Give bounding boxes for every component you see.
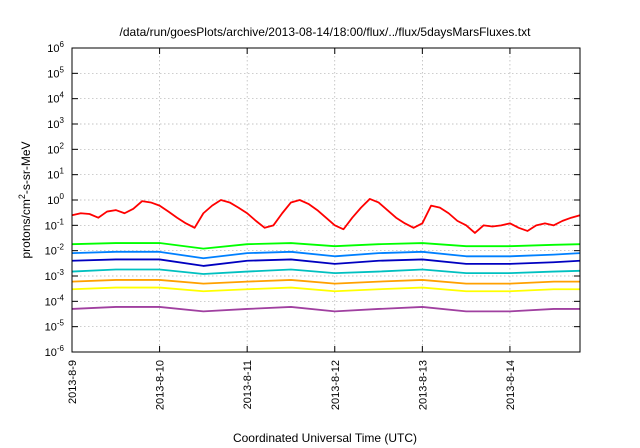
chart-title: /data/run/goesPlots/archive/2013-08-14/1… xyxy=(120,25,532,39)
y-tick-label: 106 xyxy=(47,40,64,55)
series-line-0 xyxy=(71,198,581,234)
series-line-6 xyxy=(71,286,580,293)
series-layer xyxy=(71,198,581,313)
y-tick-label: 101 xyxy=(47,167,64,182)
y-tick-label: 102 xyxy=(47,141,64,156)
x-tick-labels: 2013-8-9 2013-8-10 2013-8-11 2013-8-12 2013-… xyxy=(67,360,517,410)
series-line-3 xyxy=(71,258,581,267)
y-tick-label: 10-6 xyxy=(45,344,65,359)
series-line-1 xyxy=(71,242,581,250)
series-line-7 xyxy=(71,306,580,313)
series-line-5 xyxy=(71,279,580,285)
y-tick-label: 105 xyxy=(47,65,64,80)
y-tick-label: 10-4 xyxy=(45,293,65,308)
x-tick-label: 2013-8-11 xyxy=(242,360,254,409)
y-tick-label: 103 xyxy=(47,116,64,131)
axis-ticks xyxy=(71,47,580,353)
y-tick-label: 10-1 xyxy=(45,217,65,232)
x-tick-label: 2013-8-10 xyxy=(155,360,167,410)
y-tick-label: 104 xyxy=(47,91,64,106)
y-tick-label: 10-2 xyxy=(45,243,65,258)
x-tick-label: 2013-8-13 xyxy=(417,360,429,410)
y-tick-label: 10-3 xyxy=(45,268,65,283)
y-tick-labels: 10-6 10-5 10-4 10-3 10-2 10-1 100 101 102 103 104 1… xyxy=(45,40,65,359)
y-axis-label: protons/cm2-s-sr-MeV xyxy=(17,141,33,258)
x-tick-label: 2013-8-9 xyxy=(67,360,79,404)
x-tick-label: 2013-8-14 xyxy=(505,360,517,410)
series-line-4 xyxy=(71,268,581,275)
y-tick-label: 10-5 xyxy=(45,319,65,334)
y-tick-label: 100 xyxy=(47,192,64,207)
series-line-2 xyxy=(71,250,581,260)
x-tick-label: 2013-8-12 xyxy=(330,360,342,410)
x-axis-label: Coordinated Universal Time (UTC) xyxy=(233,431,417,445)
